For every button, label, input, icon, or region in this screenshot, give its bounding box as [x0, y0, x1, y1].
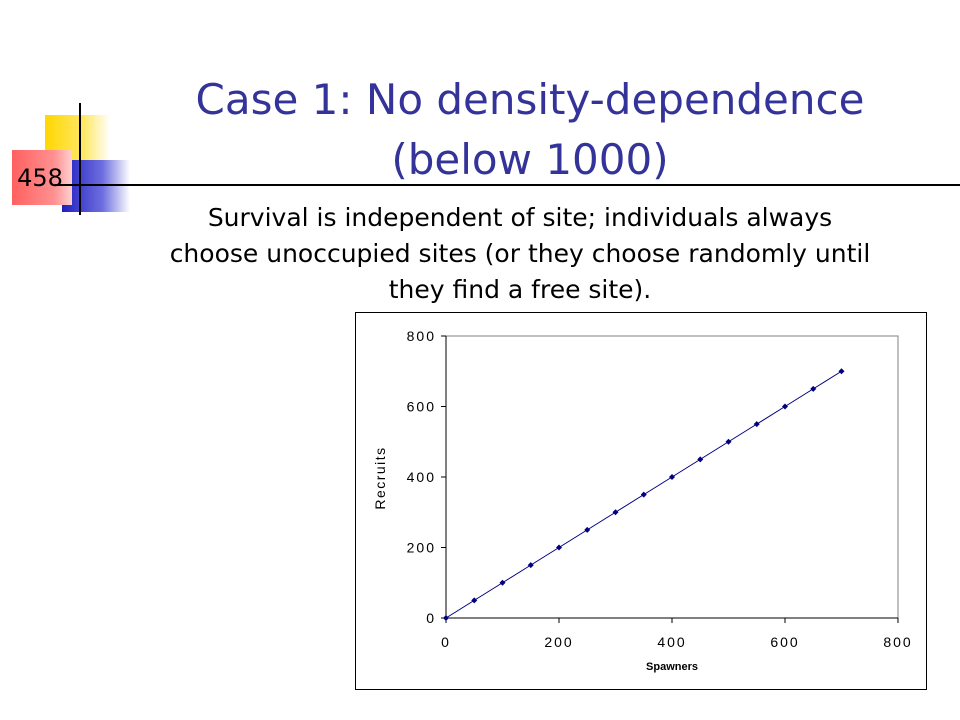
title-line: Case 1: No density-dependence [195, 75, 865, 124]
slide-title: Case 1: No density-dependence (below 100… [130, 70, 930, 190]
data-point [838, 368, 845, 375]
data-point [527, 562, 534, 569]
y-tick-label: 600 [407, 399, 436, 415]
slide-body: Survival is independent of site; individ… [100, 200, 940, 308]
title-line: (below 1000) [391, 135, 669, 184]
x-tick-label: 600 [770, 634, 799, 650]
y-tick-label: 0 [426, 610, 436, 626]
x-tick-label: 400 [657, 634, 686, 650]
body-line: choose unoccupied sites (or they choose … [169, 239, 871, 268]
body-line: Survival is independent of site; individ… [207, 203, 833, 232]
x-tick-label: 200 [544, 634, 573, 650]
y-tick-label: 800 [407, 328, 436, 344]
chart-frame [355, 312, 927, 690]
data-point [697, 456, 704, 463]
x-axis-label: Spawners [646, 661, 698, 673]
x-tick-label: 0 [441, 634, 451, 650]
data-point [471, 597, 478, 604]
body-line: they find a free site). [388, 275, 652, 304]
data-point [640, 491, 647, 498]
data-point [556, 544, 562, 551]
slide-number: 458 [17, 164, 63, 192]
data-point [725, 438, 732, 445]
data-point [612, 509, 619, 516]
chart: Spawners Recruits 0 200 400 600 800 0 200 400 60… [355, 312, 927, 690]
square-red [12, 150, 72, 205]
y-axis-label: Recruits [372, 446, 388, 509]
data-point [810, 385, 817, 392]
data-point [669, 474, 675, 480]
data-point [499, 579, 506, 586]
y-tick-label: 200 [407, 540, 436, 556]
data-point [753, 421, 760, 428]
data-point [443, 615, 449, 621]
data-point [782, 403, 788, 410]
data-point [584, 526, 591, 533]
y-tick-label: 400 [407, 469, 436, 485]
x-tick-label: 800 [883, 634, 912, 650]
